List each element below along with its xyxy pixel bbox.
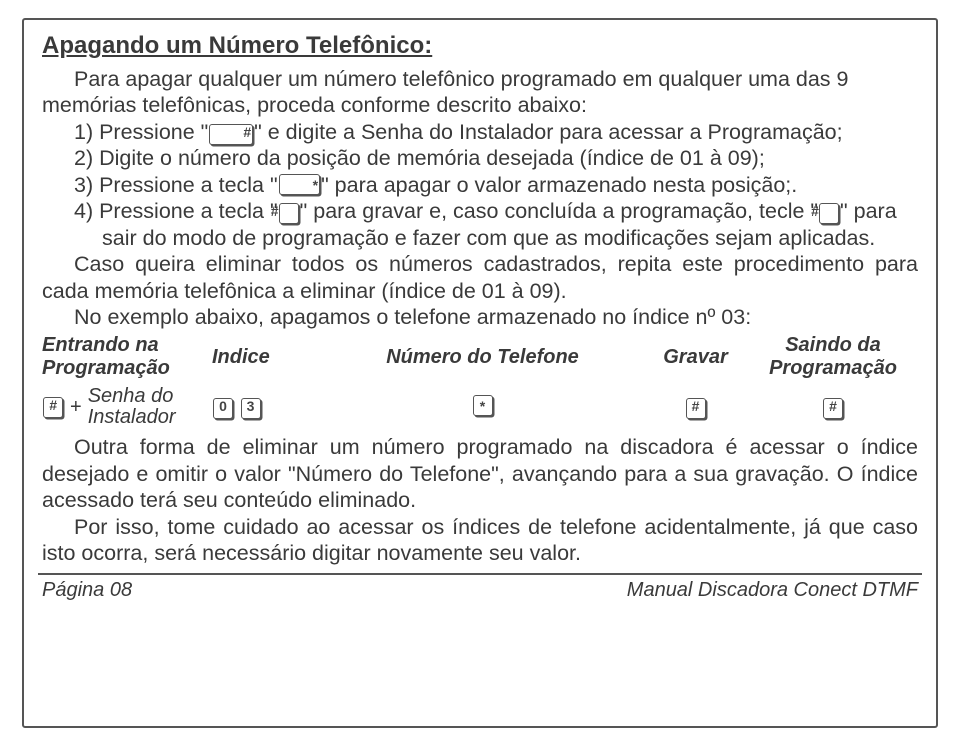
paragraph-por-isso: Por isso, tome cuidado ao acessar os índ… [42,514,918,567]
step-4-text-b: " para gravar e, caso concluída a progra… [300,199,818,223]
table-header-saindo: Saindo da Programação [748,334,918,380]
header-col5-line2: Programação [748,357,918,380]
table-cell-saindo: # [748,396,918,419]
table-data-row: # + Senha do Instalador 0 3 * # [42,386,918,428]
step-3-text-a: 3) Pressione a tecla " [74,173,278,197]
footer-page-number: Página 08 [42,579,132,602]
table-header-numero: Número do Telefone [322,346,643,369]
page-footer: Página 08 Manual Discadora Conect DTMF [42,579,918,602]
hash-key-icon: # [823,398,843,419]
intro-paragraph: Para apagar qualquer um número telefônic… [42,66,918,119]
senha-line2: Instalador [88,406,176,428]
body-text: Para apagar qualquer um número telefônic… [42,66,918,330]
table-header-indice: Indice [212,346,322,369]
section-title: Apagando um Número Telefônico: [42,32,918,60]
step-4-text-a: 4) Pressione a tecla " [74,199,278,223]
table-header-gravar: Gravar [643,346,748,369]
body-text-lower: Outra forma de eliminar um número progra… [42,434,918,566]
paragraph-outra: Outra forma de eliminar um número progra… [42,434,918,513]
step-1: 1) Pressione "#" e digite a Senha do Ins… [42,119,918,145]
footer-divider [38,573,922,575]
step-1-text-b: " e digite a Senha do Instalador para ac… [254,120,843,144]
header-col1-line2: Programação [42,357,212,380]
table-cell-entrando: # + Senha do Instalador [42,386,212,428]
paragraph-exemplo: No exemplo abaixo, apagamos o telefone a… [42,304,918,330]
table-cell-indice: 0 3 [212,396,322,419]
header-col5-line1: Saindo da [748,334,918,357]
star-key-icon: * [473,395,493,416]
hash-key-icon: # [279,203,299,224]
header-col1-line1: Entrando na [42,334,212,357]
hash-key-icon: # [819,203,839,224]
three-key-icon: 3 [241,398,261,419]
table-header-entrando: Entrando na Programação [42,334,212,380]
hash-key-icon: # [43,397,63,418]
star-key-icon: * [279,174,320,195]
step-1-text-a: 1) Pressione " [74,120,208,144]
content-frame: Apagando um Número Telefônico: Para apag… [22,18,938,728]
hash-key-icon: # [209,124,253,145]
table-header-row: Entrando na Programação Indice Número do… [42,334,918,380]
senha-line1: Senha do [88,385,174,407]
paragraph-caso: Caso queira eliminar todos os números ca… [42,251,918,304]
footer-manual-title: Manual Discadora Conect DTMF [627,579,918,602]
zero-key-icon: 0 [213,398,233,419]
step-3-text-b: " para apagar o valor armazenado nesta p… [321,173,797,197]
senha-label: Senha do Instalador [88,386,176,428]
plus-sign: + [70,396,82,419]
step-3: 3) Pressione a tecla "*" para apagar o v… [42,172,918,198]
table-cell-numero: * [322,395,643,419]
page: Apagando um Número Telefônico: Para apag… [0,0,960,742]
hash-key-icon: # [686,398,706,419]
step-4: 4) Pressione a tecla "#" para gravar e, … [42,198,918,251]
table-cell-gravar: # [643,396,748,419]
step-2: 2) Digite o número da posição de memória… [42,145,918,171]
example-table: Entrando na Programação Indice Número do… [42,334,918,428]
